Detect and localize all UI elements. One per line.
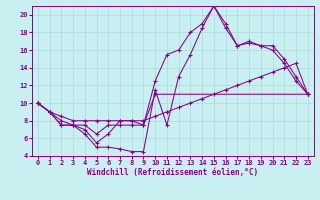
X-axis label: Windchill (Refroidissement éolien,°C): Windchill (Refroidissement éolien,°C): [87, 168, 258, 177]
